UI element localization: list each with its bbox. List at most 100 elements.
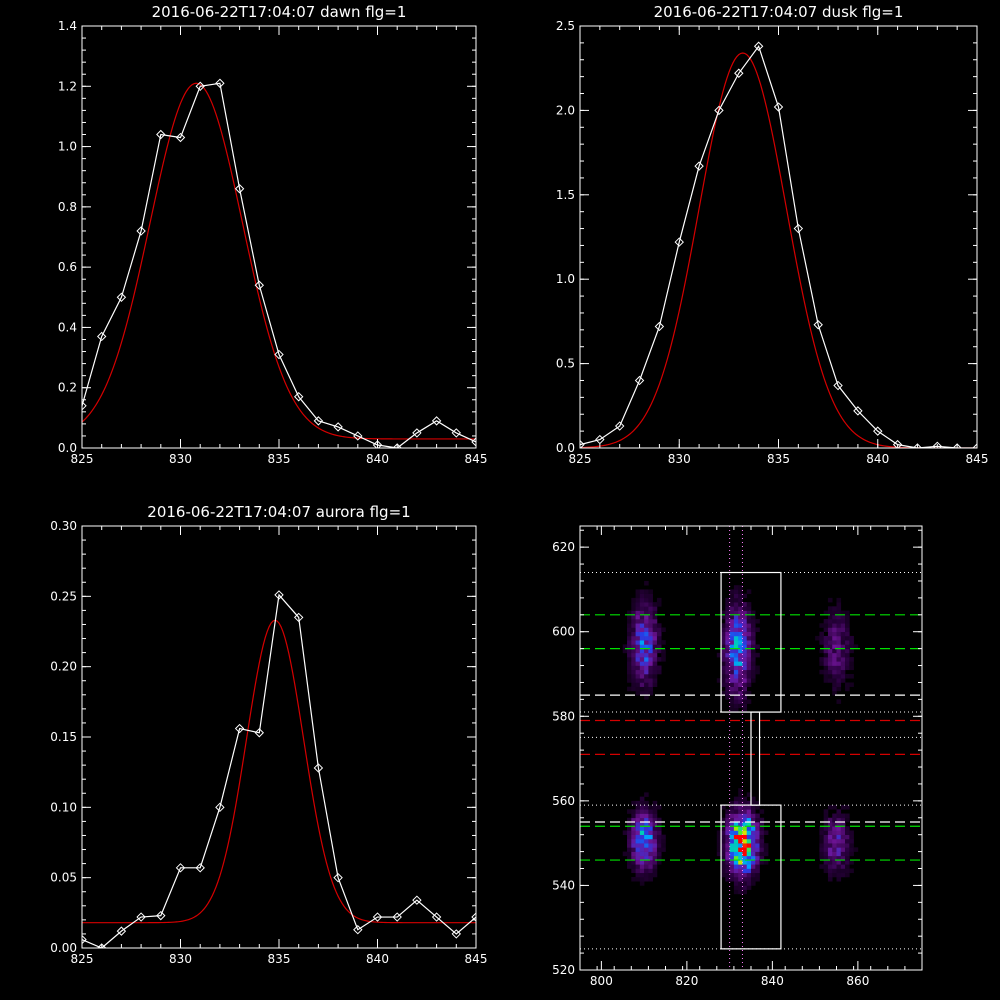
heatmap-pixel — [849, 851, 854, 857]
heatmap-pixel — [759, 847, 765, 852]
heatmap-pixel — [721, 623, 726, 628]
heatmap-pixel — [635, 602, 641, 607]
heatmap-pixel — [836, 809, 842, 814]
heatmap-pixel — [746, 876, 752, 882]
heatmap-pixel — [648, 855, 653, 861]
heatmap-pixel — [845, 872, 850, 878]
heatmap-pixel — [827, 872, 833, 878]
heatmap-pixel — [746, 800, 752, 806]
heatmap-pixel — [751, 678, 756, 683]
heatmap-pixel — [840, 868, 846, 874]
data-point-marker — [353, 925, 363, 935]
heatmap-pixel — [836, 826, 842, 831]
heatmap-pixel — [746, 610, 752, 616]
heatmap-pixel — [836, 640, 842, 645]
heatmap-pixel — [644, 872, 649, 878]
data-point-marker — [82, 934, 87, 945]
data-point-marker — [175, 863, 186, 873]
heatmap-pixel — [648, 665, 653, 671]
heatmap-pixel — [721, 652, 726, 658]
heatmap-pixel — [849, 860, 854, 865]
heatmap-pixel — [648, 640, 653, 645]
heatmap-pixel — [631, 838, 636, 844]
heatmap-pixel — [639, 657, 645, 662]
heatmap-pixel — [656, 635, 662, 641]
heatmap-pixel — [644, 602, 649, 607]
heatmap-pixel — [635, 813, 641, 819]
heatmap-pixel — [721, 669, 726, 675]
heatmap-pixel — [746, 864, 752, 869]
heatmap-pixel — [733, 640, 739, 645]
heatmap-pixel — [823, 619, 829, 624]
heatmap-pixel — [840, 872, 846, 878]
data-point-marker — [833, 380, 843, 391]
heatmap-pixel — [733, 707, 739, 713]
data-point-marker — [431, 912, 442, 922]
heatmap-pixel — [742, 652, 748, 658]
heatmap-pixel — [729, 703, 735, 709]
heatmap-pixel — [827, 661, 833, 666]
heatmap-pixel — [832, 834, 837, 840]
heatmap-pixel — [738, 619, 743, 624]
heatmap-pixel — [652, 855, 658, 861]
heatmap-pixel — [845, 864, 850, 869]
heatmap-pixel — [738, 652, 743, 658]
data-point-marker — [694, 161, 704, 171]
heatmap-pixel — [648, 868, 653, 874]
heatmap-pixel — [755, 860, 760, 865]
heatmap-pixel — [631, 623, 636, 628]
heatmap-pixel — [635, 805, 641, 810]
data-point-marker — [136, 912, 146, 922]
heatmap-pixel — [742, 644, 748, 649]
heatmap-pixel — [648, 864, 653, 869]
measured-spectrum-line — [82, 593, 476, 948]
heatmap-pixel — [627, 665, 632, 671]
heatmap-pixel — [635, 631, 641, 637]
heatmap-pixel — [836, 665, 842, 671]
heatmap-pixel — [639, 589, 645, 594]
heatmap-pixel — [622, 851, 628, 857]
chart-title: 2016-06-22T17:04:07 dusk flg=1 — [654, 3, 904, 21]
heatmap-pixel — [733, 627, 739, 633]
y-tick-label: 0.10 — [50, 800, 77, 814]
heatmap-pixel — [721, 635, 726, 641]
heatmap-pixel — [827, 678, 833, 683]
heatmap-pixel — [827, 619, 833, 624]
heatmap-pixel — [823, 661, 829, 666]
heatmap-pixel — [729, 589, 735, 594]
heatmap-pixel — [725, 860, 730, 865]
heatmap-pixel — [729, 851, 735, 857]
heatmap-pixel — [840, 657, 846, 662]
heatmap-pixel — [725, 631, 730, 637]
heatmap-pixel — [755, 847, 760, 852]
heatmap-pixel — [639, 855, 645, 861]
heatmap-pixel — [631, 876, 636, 882]
heatmap-pixel — [652, 640, 658, 645]
data-point-marker — [156, 129, 166, 140]
y-tick-label: 0.0 — [58, 441, 77, 455]
data-point-marker — [595, 434, 605, 445]
y-tick-label: 1.5 — [556, 188, 575, 202]
heatmap-pixel — [644, 627, 649, 633]
heatmap-pixel — [648, 631, 653, 637]
heatmap-pixel — [729, 597, 735, 603]
heatmap-pixel — [627, 817, 632, 823]
heatmap-pixel — [656, 822, 662, 827]
heatmap-pixel — [631, 822, 636, 827]
heatmap-pixel — [656, 847, 662, 852]
heatmap-pixel — [721, 657, 726, 662]
heatmap-pixel — [627, 644, 632, 649]
data-point-marker — [773, 102, 784, 112]
heatmap-pixel — [652, 817, 658, 823]
heatmap-pixel — [729, 838, 735, 844]
heatmap-pixel — [639, 606, 645, 611]
heatmap-pixel — [656, 597, 662, 603]
heatmap-pixel — [725, 627, 730, 633]
heatmap-pixel — [648, 593, 653, 599]
heatmap-pixel — [648, 686, 653, 692]
heatmap-pixel — [738, 838, 743, 844]
heatmap-pixel — [733, 678, 739, 683]
heatmap-pixel — [644, 678, 649, 683]
heatmap-pixel — [746, 648, 752, 654]
heatmap-pixel — [648, 652, 653, 658]
